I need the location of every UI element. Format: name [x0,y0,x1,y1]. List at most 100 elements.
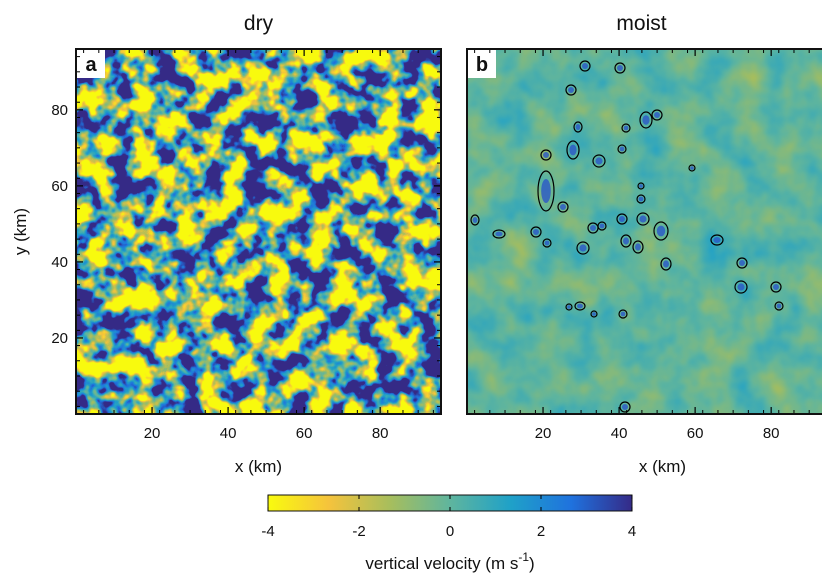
updraft-core [713,237,721,243]
field [76,49,441,414]
updraft-core [654,112,660,118]
x-tick-label: 60 [687,425,704,442]
contour [637,182,645,190]
contour [617,144,627,154]
colorbar-tick-label: -2 [352,523,365,540]
field [467,49,822,414]
updraft-core [577,303,583,309]
contour [565,84,577,96]
contour [587,222,599,234]
updraft-core [690,166,694,170]
updraft-core [619,146,625,152]
contour [616,213,628,225]
updraft-core [582,63,588,69]
contour [619,401,631,413]
updraft-core [663,260,669,268]
panel-label: a [85,54,97,76]
panel-label-box [77,50,105,78]
contour [592,154,606,168]
updraft-core [642,115,650,125]
updraft-core [623,237,629,245]
panel-title: moist [616,12,666,35]
updraft-core [533,229,539,235]
x-tick-label: 40 [220,425,237,442]
updraft-core [544,240,550,246]
panel [76,49,441,414]
contour [540,149,552,161]
updraft-core [568,87,574,93]
updraft-core [579,244,587,252]
x-tick-label: 80 [763,425,780,442]
axes-frame [466,48,822,415]
contour [651,109,663,121]
updraft-core [495,231,503,237]
updraft-core [619,216,625,222]
contour [492,229,506,239]
updraft-core [639,184,643,188]
updraft-core [560,204,566,210]
contour [639,111,653,129]
x-tick-label: 20 [535,425,552,442]
contour [566,140,580,160]
contour [770,281,782,293]
x-axis-label: x (km) [235,457,282,476]
colorbar-label: vertical velocity (m s-1) [365,550,534,573]
contour [573,121,583,133]
updraft-core [617,65,623,71]
x-axis-label: x (km) [639,457,686,476]
updraft-core [737,283,745,291]
contour [636,194,646,204]
updraft-core [599,223,605,229]
updraft-core [472,217,478,223]
axes-frame [75,48,442,415]
y-axis-label: y (km) [11,208,30,255]
updraft-core [541,179,551,203]
x-tick-label: 20 [144,425,161,442]
updraft-core [575,124,581,130]
colorbar-label-text: vertical velocity (m s [365,554,518,573]
contour [636,212,650,226]
updraft-core [639,215,647,223]
updraft-core [776,303,782,309]
updraft-core [590,225,596,231]
contour [774,301,784,311]
contour [590,310,598,318]
y-tick-label: 60 [51,178,68,195]
contour [620,234,632,248]
updraft-core [656,225,666,237]
colorbar-label-sup: -1 [518,550,529,564]
updraft-core [739,260,745,266]
contour [614,62,626,74]
updraft-core [622,404,628,410]
contour [537,170,555,212]
updraft-core [773,284,779,290]
panel-title: dry [244,12,274,35]
y-tick-label: 80 [51,102,68,119]
contour [734,280,748,294]
y-tick-label: 20 [51,330,68,347]
contour [565,303,573,311]
contour [618,309,628,319]
updraft-core [623,125,629,131]
contour [579,60,591,72]
contour [574,301,586,311]
panel-label: b [476,54,488,76]
colorbar-tick-label: 4 [628,523,636,540]
contour [470,214,480,226]
x-tick-label: 60 [296,425,313,442]
colorbar-label-end: ) [529,554,535,573]
updraft-core [567,305,571,309]
updraft-core [592,312,596,316]
contour [542,238,552,248]
contour [710,234,724,246]
updraft-core [635,243,641,251]
contour [576,241,590,255]
updraft-core [638,196,644,202]
contour [632,240,644,254]
colorbar-tick-label: 2 [537,523,545,540]
contour [653,221,669,241]
x-tick-label: 80 [372,425,389,442]
updraft-core [620,311,626,317]
